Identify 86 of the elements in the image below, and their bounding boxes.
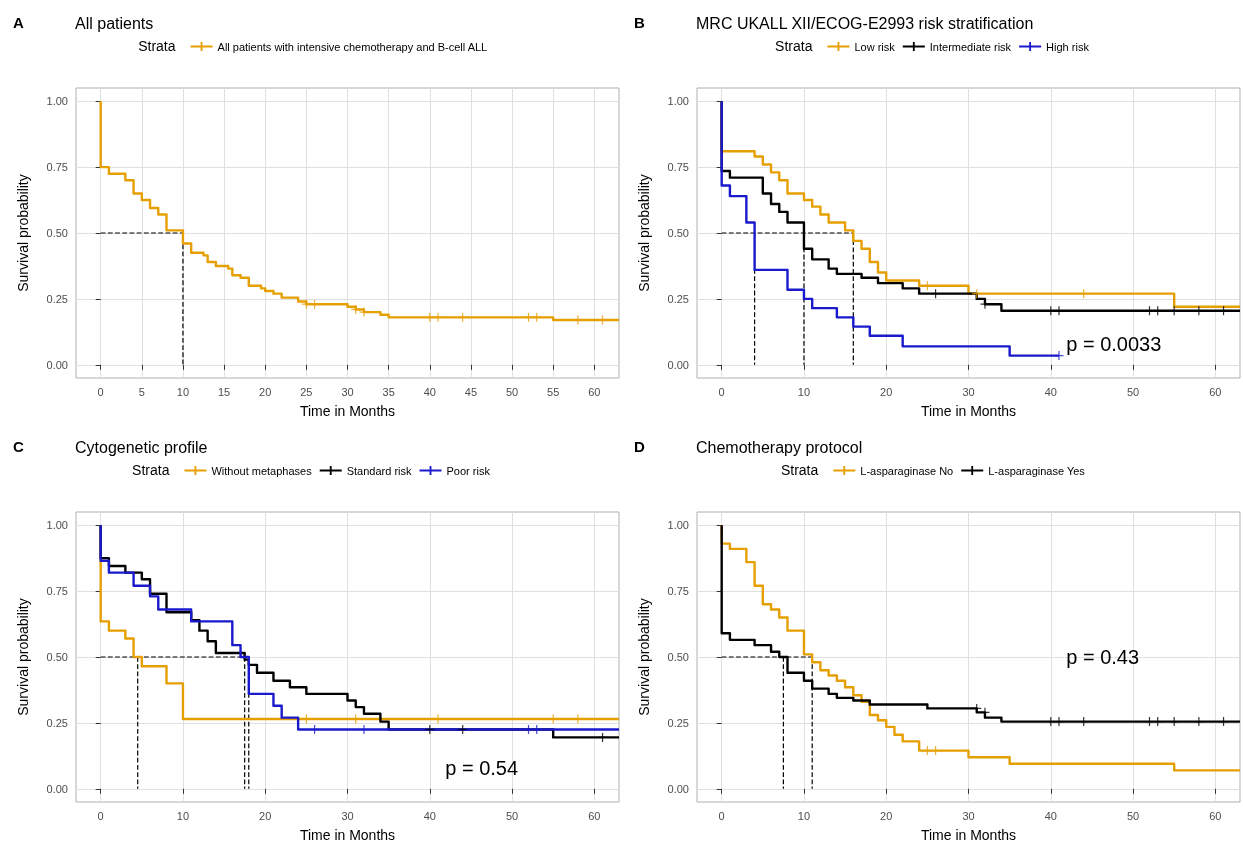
x-axis-title: Time in Months: [299, 403, 396, 419]
legend-title: Strata: [138, 38, 176, 54]
x-tick-label: 40: [1044, 809, 1057, 822]
x-tick-label: 10: [797, 385, 811, 398]
x-tick-label: 20: [880, 385, 893, 398]
y-axis-title: Survival probability: [15, 598, 31, 716]
x-tick-label: 40: [423, 809, 436, 822]
x-tick-label: 50: [505, 385, 519, 398]
x-tick-label: 35: [382, 385, 395, 398]
x-tick-label: 60: [588, 385, 601, 398]
x-tick-label: 10: [176, 385, 190, 398]
x-tick-label: 0: [718, 385, 725, 398]
annotation: p = 0.43: [1066, 646, 1140, 668]
legend-title: Strata: [775, 38, 813, 54]
y-tick-label: 0.00: [667, 782, 689, 795]
x-tick-label: 5: [138, 385, 145, 398]
chart-title: MRC UKALL XII/ECOG-E2993 risk stratification: [696, 14, 1034, 32]
x-tick-label: 30: [341, 385, 354, 398]
x-tick-label: 15: [217, 385, 231, 398]
x-tick-label: 50: [505, 809, 519, 822]
legend-title: Strata: [132, 462, 170, 478]
annotation: p = 0.0033: [1066, 332, 1162, 355]
x-tick-label: 10: [797, 809, 811, 822]
x-axis-title: Time in Months: [920, 827, 1017, 843]
y-tick-label: 0.75: [46, 161, 68, 174]
x-axis-title: Time in Months: [920, 403, 1017, 419]
legend-label: L-asparaginase No: [860, 464, 954, 477]
y-tick-label: 1.00: [46, 95, 68, 108]
legend-label: L-asparaginase Yes: [988, 464, 1086, 477]
y-tick-label: 0.25: [46, 292, 68, 305]
y-tick-label: 0.25: [667, 292, 689, 305]
x-tick-label: 30: [962, 809, 975, 822]
legend-label: Intermediate risk: [929, 40, 1012, 53]
text: B: [634, 14, 645, 31]
y-tick-label: 1.00: [667, 95, 689, 108]
y-tick-label: 0.75: [667, 585, 689, 598]
y-axis-title: Survival probability: [636, 174, 652, 292]
y-tick-label: 0.75: [667, 161, 689, 174]
x-tick-label: 60: [588, 809, 601, 822]
y-tick-label: 0.75: [46, 585, 68, 598]
legend-title: Strata: [780, 462, 819, 478]
x-tick-label: 50: [1126, 385, 1140, 398]
legend-label: Poor risk: [446, 464, 491, 477]
x-axis-title: Time in Months: [299, 827, 396, 843]
y-tick-label: 0.25: [667, 716, 689, 729]
x-tick-label: 60: [1209, 385, 1222, 398]
x-tick-label: 0: [97, 385, 104, 398]
x-tick-label: 45: [464, 385, 478, 398]
text: C: [13, 438, 24, 455]
x-tick-label: 0: [97, 809, 104, 822]
y-tick-label: 0.25: [46, 716, 68, 729]
x-tick-label: 30: [962, 385, 975, 398]
y-tick-label: 0.00: [667, 358, 689, 371]
y-tick-label: 0.50: [46, 227, 68, 239]
x-tick-label: 20: [880, 809, 893, 822]
legend-label: All patients with intensive chemotherapy and B-cell ALL: [217, 40, 488, 53]
x-tick-label: 60: [1209, 809, 1222, 822]
y-tick-label: 0.50: [667, 651, 689, 663]
chart-title: Chemotherapy protocol: [696, 438, 863, 456]
chart-title: All patients: [75, 14, 154, 32]
legend-label: Standard risk: [346, 464, 413, 477]
chart-title: Cytogenetic profile: [75, 438, 208, 456]
x-tick-label: 50: [1126, 809, 1140, 822]
legend-label: Without metaphases: [211, 464, 313, 477]
y-tick-label: 1.00: [667, 519, 689, 532]
legend-label: Low risk: [854, 40, 896, 53]
x-tick-label: 0: [718, 809, 725, 822]
x-tick-label: 25: [300, 385, 313, 398]
x-tick-label: 10: [176, 809, 190, 822]
text: A: [13, 14, 24, 31]
y-tick-label: 0.00: [46, 782, 68, 795]
y-tick-label: 0.50: [667, 227, 689, 239]
legend-label: High risk: [1046, 40, 1090, 53]
x-tick-label: 30: [341, 809, 354, 822]
y-tick-label: 0.50: [46, 651, 68, 663]
y-tick-label: 0.00: [46, 358, 68, 371]
annotation: p = 0.54: [445, 756, 519, 779]
text: D: [634, 438, 645, 455]
x-tick-label: 55: [547, 385, 560, 398]
x-tick-label: 40: [423, 385, 436, 398]
y-axis-title: Survival probability: [636, 598, 652, 716]
x-tick-label: 20: [259, 385, 272, 398]
y-axis-title: Survival probability: [15, 174, 31, 292]
x-tick-label: 20: [259, 809, 272, 822]
y-tick-label: 1.00: [46, 519, 68, 532]
x-tick-label: 40: [1044, 385, 1057, 398]
